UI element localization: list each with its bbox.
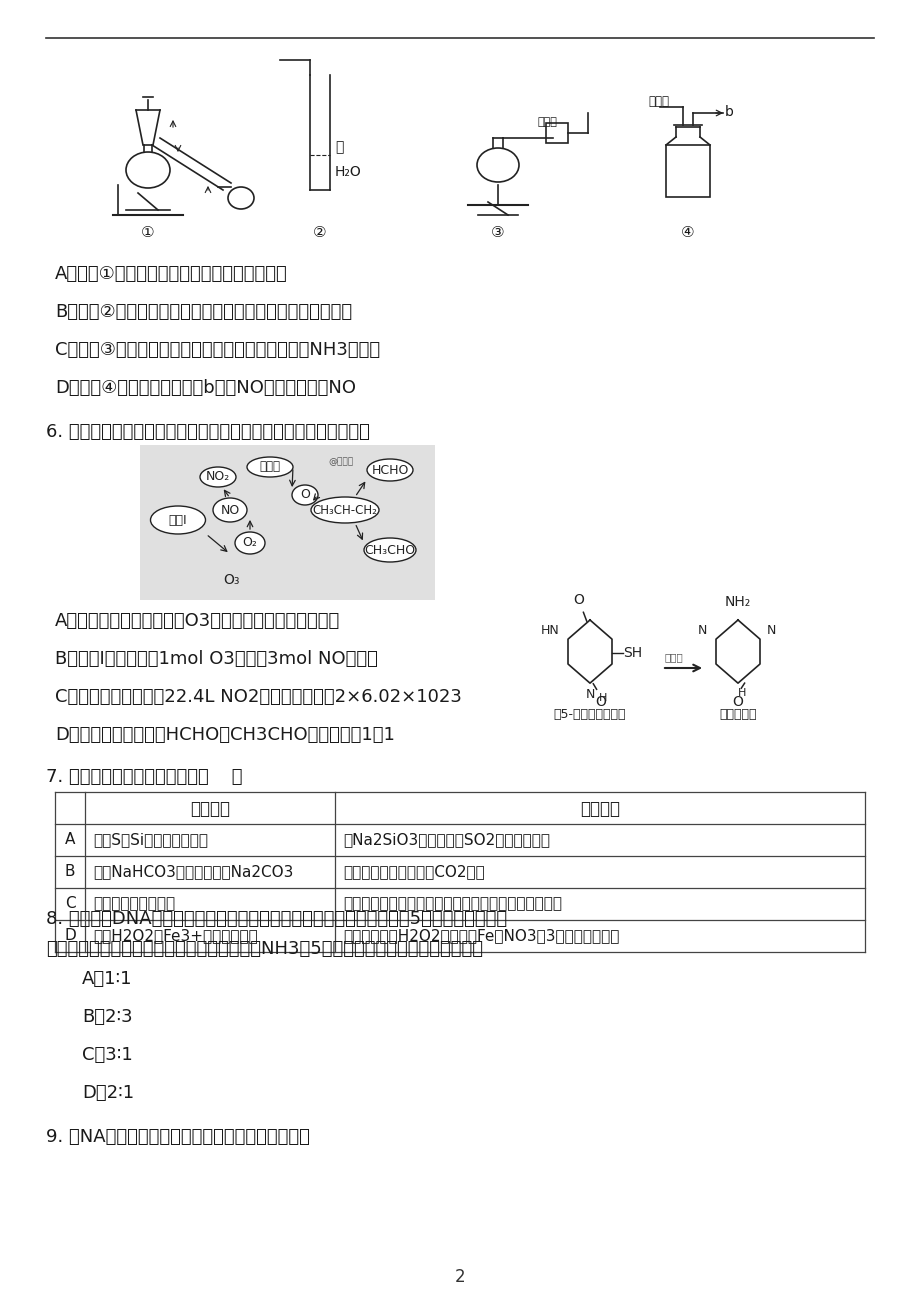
- Text: B．2∶3: B．2∶3: [82, 1008, 132, 1026]
- Text: （5-巯基甲脲嘧啶）: （5-巯基甲脲嘧啶）: [553, 708, 626, 721]
- Text: 6. 光化学烟雾污染的形成过程可通过如图表示，下列说法正确的是: 6. 光化学烟雾污染的形成过程可通过如图表示，下列说法正确的是: [46, 423, 369, 441]
- Text: （胞嘧啶）: （胞嘧啶）: [719, 708, 756, 721]
- Text: D．2∶1: D．2∶1: [82, 1085, 134, 1101]
- Text: A．装置①：常用于分离互不相溶的液体混合物: A．装置①：常用于分离互不相溶的液体混合物: [55, 266, 288, 283]
- Text: 8. 胞嘧啶是DNA水解产物之一，是精细化工的重要中间体。胞嘧啶可由5－巯基甲脲嘧啶、: 8. 胞嘧啶是DNA水解产物之一，是精细化工的重要中间体。胞嘧啶可由5－巯基甲脲…: [46, 910, 506, 928]
- Text: NO₂: NO₂: [206, 470, 230, 483]
- Text: A．1∶1: A．1∶1: [82, 970, 132, 988]
- Text: ④: ④: [680, 225, 694, 240]
- Text: 紫外线: 紫外线: [259, 461, 280, 474]
- Text: O: O: [573, 592, 584, 607]
- Text: B．反应Ⅰ中，每消耗1mol O3，就有3mol NO被还原: B．反应Ⅰ中，每消耗1mol O3，就有3mol NO被还原: [55, 650, 378, 668]
- Text: 实验操作: 实验操作: [579, 799, 619, 818]
- Text: 向Na2SiO3溶液中通入SO2产生白色沉淀: 向Na2SiO3溶液中通入SO2产生白色沉淀: [343, 832, 550, 848]
- Text: H₂O: H₂O: [335, 165, 361, 178]
- Text: C．装置③：可用于实验室以氯化铵为原料制备少量NH3的实验: C．装置③：可用于实验室以氯化铵为原料制备少量NH3的实验: [55, 341, 380, 359]
- Text: 碱石灰: 碱石灰: [538, 117, 557, 128]
- Text: 除去NaHCO3溶液中的杂质Na2CO3: 除去NaHCO3溶液中的杂质Na2CO3: [93, 865, 293, 879]
- Text: 比较S和Si的非金属性强弱: 比较S和Si的非金属性强弱: [93, 832, 208, 848]
- Text: 浓氨水和氯乙酸在一定条件下合成，则反应时NH3和5－巯基甲脲嘧啶的物质的量之比为: 浓氨水和氯乙酸在一定条件下合成，则反应时NH3和5－巯基甲脲嘧啶的物质的量之比为: [46, 940, 482, 958]
- Text: O: O: [300, 488, 310, 501]
- Ellipse shape: [291, 486, 318, 505]
- Text: 反应Ⅰ: 反应Ⅰ: [168, 513, 187, 526]
- Text: D．装置④：先装满水，再从b口进NO气体，可收集NO: D．装置④：先装满水，再从b口进NO气体，可收集NO: [55, 379, 356, 397]
- Ellipse shape: [151, 506, 205, 534]
- Text: @正确云: @正确云: [328, 457, 353, 466]
- Text: C．转化过程中，消耗22.4L NO2，转移电子数为2×6.02×1023: C．转化过程中，消耗22.4L NO2，转移电子数为2×6.02×1023: [55, 687, 461, 706]
- Text: CH₃CHO: CH₃CHO: [364, 543, 415, 556]
- Text: 检验某盐是否为铵盐: 检验某盐是否为铵盐: [93, 896, 175, 911]
- Text: 正确云: 正确云: [664, 652, 683, 661]
- Text: HN: HN: [539, 625, 559, 638]
- Ellipse shape: [367, 460, 413, 480]
- Text: ②: ②: [312, 225, 326, 240]
- Text: 苯: 苯: [335, 141, 343, 154]
- Text: 将硫酸酸化的H2O2溶液滴入Fe（NO3）3溶液中，溶液变: 将硫酸酸化的H2O2溶液滴入Fe（NO3）3溶液中，溶液变: [343, 928, 618, 943]
- Ellipse shape: [213, 497, 246, 522]
- Text: 向混合液中通入足量的CO2气体: 向混合液中通入足量的CO2气体: [343, 865, 484, 879]
- Text: 2: 2: [454, 1268, 465, 1286]
- Text: 实验目的: 实验目的: [190, 799, 230, 818]
- Text: N: N: [766, 625, 775, 638]
- Text: O: O: [595, 695, 606, 708]
- Ellipse shape: [311, 497, 379, 523]
- Text: D．常温常压下，生成HCHO和CH3CHO的体积比为1：1: D．常温常压下，生成HCHO和CH3CHO的体积比为1：1: [55, 727, 394, 743]
- Text: A．转化过程中，生成单质O3的反应不属于氧化还原反应: A．转化过程中，生成单质O3的反应不属于氧化还原反应: [55, 612, 340, 630]
- Text: O₂: O₂: [243, 536, 257, 549]
- Text: C: C: [64, 896, 75, 911]
- Text: D: D: [64, 928, 75, 943]
- Text: 7. 下列实验能达到实验目的是（    ）: 7. 下列实验能达到实验目的是（ ）: [46, 768, 243, 786]
- Text: HCHO: HCHO: [371, 464, 408, 477]
- Text: NH₂: NH₂: [724, 595, 750, 609]
- Text: H: H: [598, 693, 607, 703]
- Text: C．3∶1: C．3∶1: [82, 1046, 132, 1064]
- Text: B: B: [64, 865, 75, 879]
- Text: A: A: [64, 832, 75, 848]
- Bar: [545, 122, 567, 143]
- Ellipse shape: [234, 533, 265, 553]
- Text: b: b: [724, 105, 733, 118]
- Text: 9. 设NA表示阿伏加德罗常数，下列叙述中正确的是: 9. 设NA表示阿伏加德罗常数，下列叙述中正确的是: [46, 1128, 310, 1146]
- Text: B．装置②：可用于吸收氯化氢、氨气等气体尾气，防止倒吸: B．装置②：可用于吸收氯化氢、氨气等气体尾气，防止倒吸: [55, 303, 352, 322]
- Text: CH₃CH-CH₂: CH₃CH-CH₂: [312, 504, 377, 517]
- Ellipse shape: [199, 467, 236, 487]
- Ellipse shape: [246, 457, 292, 477]
- Text: 碱石灰: 碱石灰: [647, 95, 668, 108]
- Text: 验证H2O2和Fe3+的氧化性强弱: 验证H2O2和Fe3+的氧化性强弱: [93, 928, 257, 943]
- Text: O₃: O₃: [223, 573, 240, 587]
- Bar: [665, 145, 709, 197]
- Text: SH: SH: [622, 646, 641, 660]
- Text: O: O: [732, 695, 743, 708]
- Text: ③: ③: [491, 225, 505, 240]
- Text: 试样加热，是否产生能使湿润的红色石蕊试纸变蓝的气: 试样加热，是否产生能使湿润的红色石蕊试纸变蓝的气: [343, 896, 562, 911]
- Text: ①: ①: [141, 225, 154, 240]
- Text: NO: NO: [221, 504, 239, 517]
- Text: N: N: [584, 689, 594, 702]
- Bar: [140, 445, 435, 600]
- Text: H: H: [737, 689, 745, 698]
- Ellipse shape: [364, 538, 415, 562]
- Text: N: N: [698, 625, 707, 638]
